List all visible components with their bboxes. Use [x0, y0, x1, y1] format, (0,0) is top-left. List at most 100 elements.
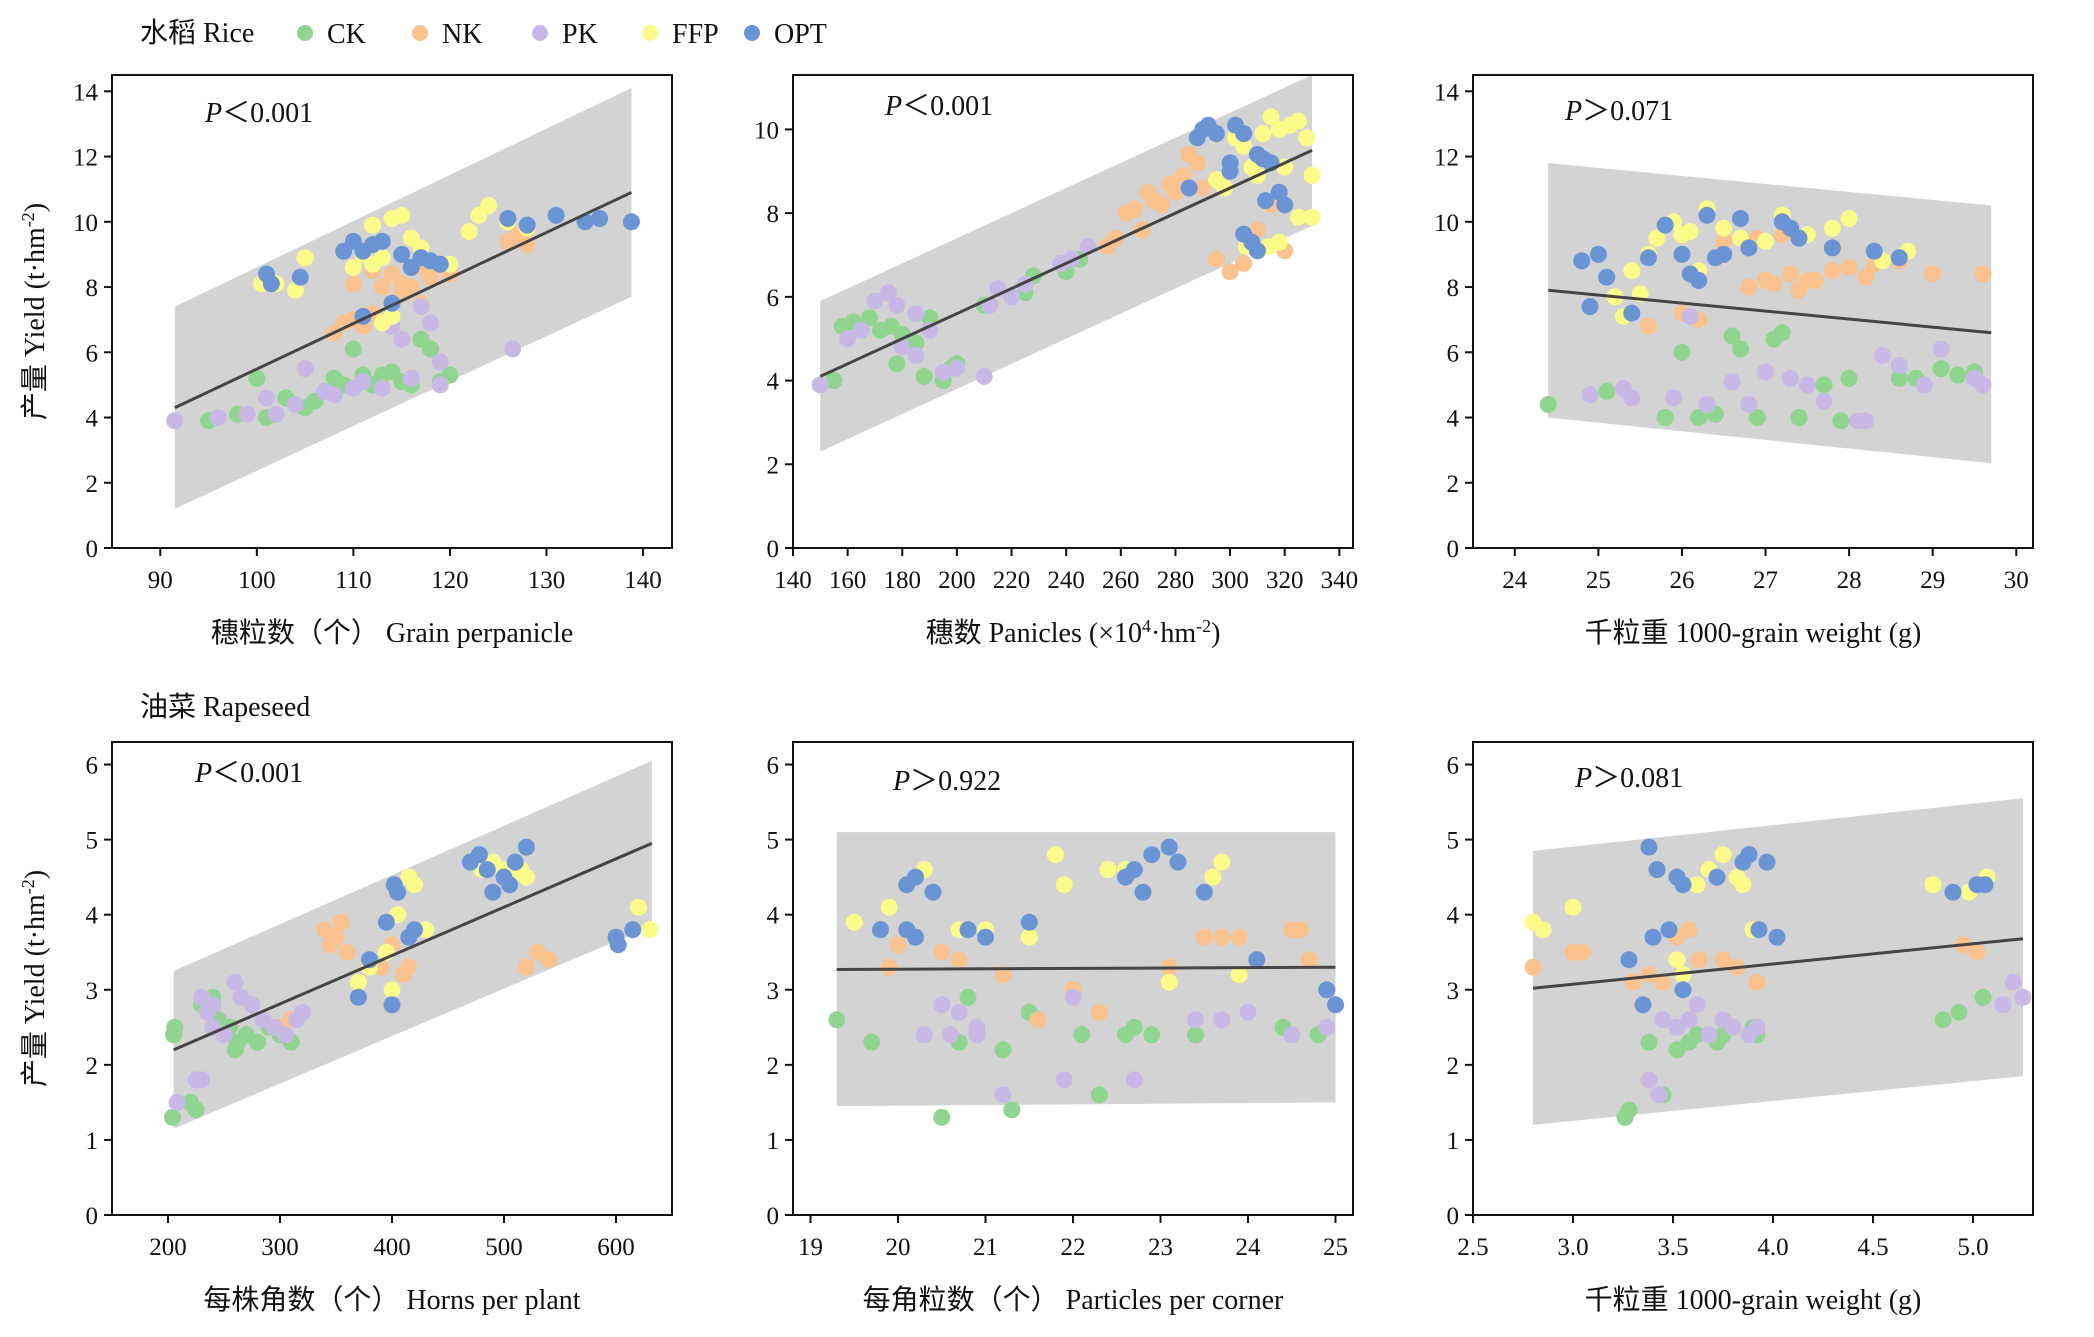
point-ck [907, 334, 925, 352]
legend-marker-ck [297, 25, 313, 41]
point-nk [400, 958, 418, 976]
point-ck [921, 309, 939, 327]
point-opt [1623, 304, 1641, 322]
y-tick-label: 6 [1447, 753, 1460, 780]
series-nk [880, 921, 1318, 1029]
x-tick-label: 160 [829, 567, 867, 594]
point-ck [959, 988, 977, 1006]
point-ck [1690, 409, 1708, 426]
point-ck [1656, 409, 1674, 426]
plot-frame [792, 74, 1354, 549]
x-tick-label: 140 [774, 567, 812, 594]
y-tick-label: 0 [767, 1203, 780, 1230]
point-nk [1715, 232, 1733, 250]
point-nk [393, 275, 411, 293]
point-ck [1890, 369, 1908, 387]
point-ck [1974, 988, 1992, 1006]
point-pk [402, 369, 420, 387]
point-ck [164, 1108, 181, 1126]
x-tick-label: 500 [485, 1234, 523, 1261]
point-nk [1188, 154, 1206, 172]
point-ffp [1047, 846, 1064, 864]
x-tick-label: 220 [993, 567, 1031, 594]
point-nk [1235, 254, 1253, 272]
point-opt [959, 921, 977, 939]
point-opt [1644, 928, 1662, 946]
point-nk [1690, 951, 1708, 969]
point-opt [1944, 883, 1962, 901]
point-opt [1620, 951, 1638, 969]
point-nk [344, 275, 362, 293]
point-ck [1640, 1033, 1658, 1051]
point-opt [977, 928, 994, 946]
point-ck [1723, 327, 1741, 345]
x-tick-label: 340 [1321, 567, 1359, 594]
x-tick-label: 5.0 [1957, 1234, 1988, 1261]
y-tick-label: 1 [1447, 1128, 1460, 1155]
point-ck [1688, 1026, 1706, 1044]
point-ffp [1235, 137, 1253, 155]
x-tick-label: 21 [973, 1234, 998, 1261]
point-opt [872, 921, 889, 939]
legend: 水稻 Rice CK NK PK FFP OPT [140, 17, 827, 50]
point-pk [948, 359, 966, 377]
point-ffp [1020, 928, 1038, 946]
point-ffp [1534, 921, 1552, 939]
legend-label-ffp: FFP [672, 19, 719, 50]
point-pk [412, 298, 430, 316]
point-ffp [349, 973, 367, 991]
point-pk [866, 292, 884, 310]
point-pk [1857, 412, 1875, 430]
point-opt [518, 216, 536, 234]
point-nk [1230, 928, 1248, 946]
point-ck [893, 326, 911, 343]
y-tick-label: 8 [767, 201, 780, 228]
point-opt [1235, 125, 1253, 143]
point-nk [1213, 928, 1231, 946]
point-pk [975, 367, 993, 385]
point-ffp [1564, 898, 1582, 916]
y-tick-label: 1 [86, 1128, 99, 1155]
point-ck [187, 1101, 205, 1119]
point-nk [1757, 272, 1774, 289]
point-opt [517, 838, 535, 856]
point-pk [1698, 396, 1716, 413]
p-value-label: P＞0.922 [892, 766, 1001, 797]
x-tick-label: 30 [2004, 567, 2029, 594]
point-pk [888, 296, 906, 314]
point-ffp [1924, 876, 1942, 894]
point-ffp [1254, 125, 1272, 143]
point-opt [1674, 981, 1692, 999]
point-nk [1680, 921, 1698, 939]
x-tick-label: 110 [335, 567, 372, 594]
point-opt [547, 206, 565, 224]
point-ffp [641, 921, 659, 939]
y-tick-label: 4 [86, 903, 99, 930]
point-pk [934, 363, 952, 381]
y-tick-label: 2 [1447, 471, 1460, 498]
plot-frame [111, 74, 673, 549]
x-tick-label: 19 [798, 1234, 823, 1261]
point-pk [1055, 1071, 1073, 1089]
confidence-band [1533, 798, 2023, 1125]
point-nk [1748, 973, 1766, 991]
point-pk [1003, 288, 1020, 306]
point-nk [1924, 265, 1942, 283]
point-opt [1573, 252, 1591, 270]
x-tick-label: 25 [1586, 567, 1611, 594]
legend-marker-pk [532, 25, 548, 41]
y-tick-label: 3 [86, 978, 99, 1005]
point-nk [327, 928, 345, 946]
point-opt [383, 996, 401, 1014]
x-tick-label: 27 [1753, 567, 1778, 594]
point-pk [204, 996, 222, 1014]
point-ck [1932, 360, 1950, 378]
y-tick-label: 0 [86, 1203, 99, 1230]
point-pk [1724, 1018, 1742, 1036]
point-ffp [460, 223, 478, 241]
point-pk [907, 305, 925, 323]
point-opt [1581, 298, 1599, 316]
point-nk [880, 958, 898, 976]
point-opt [1976, 876, 1994, 894]
x-axis-label: 每株角数（个） Horns per plant [203, 1284, 580, 1316]
